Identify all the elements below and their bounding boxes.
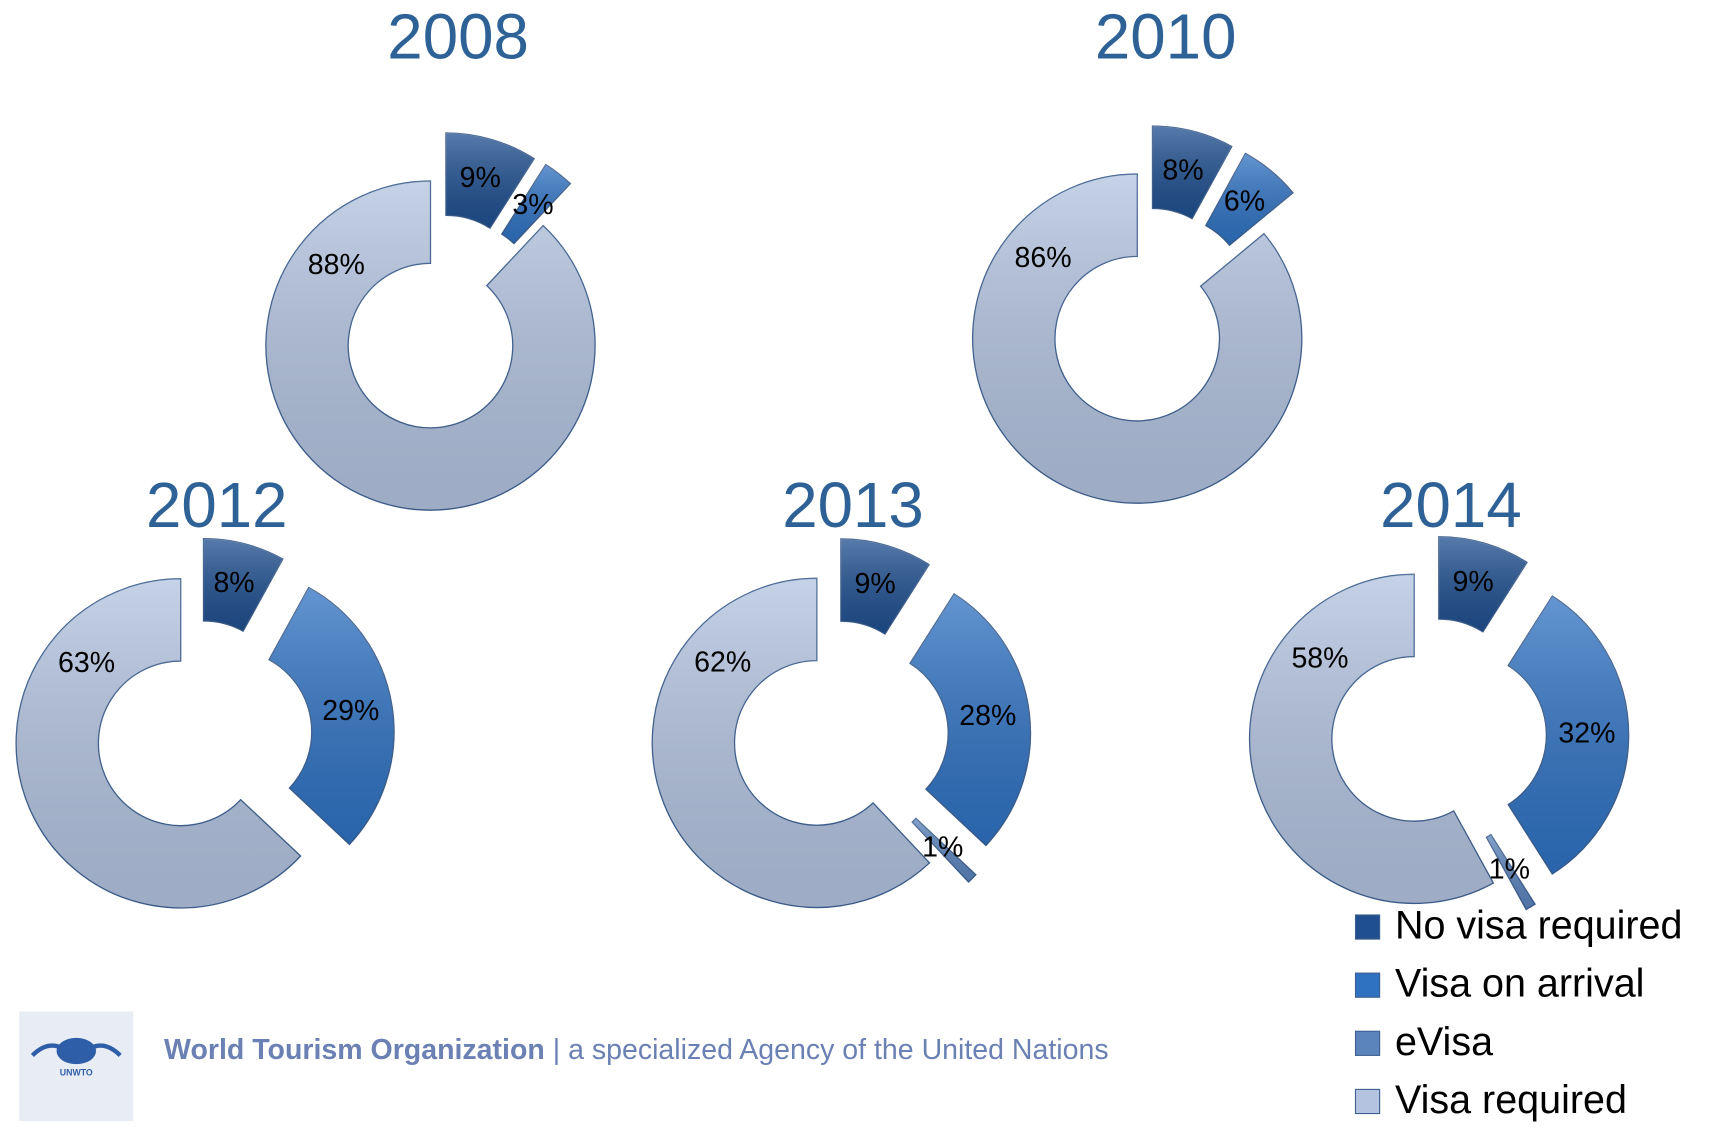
data-label: 1% — [1489, 854, 1530, 886]
data-label: 28% — [959, 700, 1016, 732]
legend-swatch — [1354, 914, 1381, 940]
slice-shade — [1205, 153, 1293, 246]
data-label: 6% — [1224, 186, 1265, 218]
chart-title: 2013 — [782, 470, 924, 541]
slice-shade — [652, 578, 930, 908]
chart-title: 2014 — [1380, 470, 1522, 541]
data-label: 63% — [58, 647, 115, 679]
data-label: 58% — [1291, 642, 1348, 674]
data-label: 88% — [308, 249, 365, 281]
slice-shade — [203, 538, 283, 632]
data-label: 32% — [1558, 718, 1615, 750]
legend-swatch — [1354, 1030, 1381, 1056]
chart-title: 2008 — [387, 2, 529, 73]
slice-shade — [840, 538, 930, 635]
slice-shade — [1249, 574, 1494, 904]
chart-title: 2010 — [1095, 2, 1237, 73]
data-label: 8% — [213, 567, 254, 599]
legend-label: No visa required — [1395, 904, 1682, 948]
donut-chart: 2014 9% 32% 1% 58% — [1248, 470, 1630, 911]
slice-shade — [1486, 834, 1536, 910]
org-name: World Tourism Organization — [164, 1034, 545, 1066]
donut-chart: 2013 9% 28% 1% 62% — [651, 470, 1032, 909]
footer: UNWTO World Tourism Organization | a spe… — [19, 1011, 1109, 1122]
logo-globe — [56, 1037, 97, 1065]
slice-shade — [972, 174, 1302, 504]
chart-title: 2012 — [146, 470, 288, 541]
data-label: 3% — [512, 189, 553, 221]
data-label: 8% — [1162, 154, 1203, 186]
slice-shade — [269, 587, 395, 845]
legend-swatch — [1354, 972, 1381, 998]
slice-shade — [265, 181, 596, 511]
data-label: 29% — [322, 695, 379, 727]
slice-shade — [445, 133, 535, 229]
logo-text: UNWTO — [60, 1067, 93, 1077]
donut-chart: 2008 9% 3% 88% — [265, 2, 596, 511]
legend-swatch — [1354, 1088, 1381, 1115]
logo-wings — [30, 1043, 122, 1058]
data-label: 9% — [1452, 566, 1493, 598]
donut-chart: 2010 8% 6% 86% — [972, 2, 1303, 504]
data-label: 1% — [922, 831, 963, 863]
data-label: 9% — [460, 162, 501, 194]
slice-shade — [912, 818, 976, 883]
footer-text: World Tourism Organization | a specializ… — [164, 1034, 1109, 1066]
donut-chart: 2012 8% 29% 63% — [15, 470, 395, 909]
legend-label: Visa on arrival — [1395, 962, 1644, 1006]
data-label: 86% — [1015, 242, 1072, 274]
slice-shade — [16, 578, 301, 908]
slice-shade — [1438, 536, 1527, 632]
slice-shade — [501, 164, 571, 244]
slice-shade — [910, 593, 1031, 846]
data-label: 9% — [855, 568, 896, 600]
logo-box — [19, 1011, 134, 1122]
slice-shade — [1508, 596, 1629, 874]
data-label: 62% — [694, 646, 751, 678]
legend-label: eVisa — [1395, 1020, 1493, 1064]
legend-label: Visa required — [1395, 1078, 1627, 1122]
slice-shade — [1152, 126, 1232, 219]
tagline: | a specialized Agency of the United Nat… — [553, 1034, 1109, 1066]
